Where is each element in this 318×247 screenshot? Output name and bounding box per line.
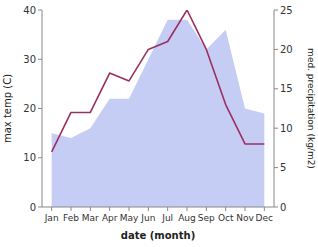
x-tick <box>264 207 265 211</box>
y2-tick <box>274 167 278 168</box>
x-tick <box>109 207 110 211</box>
y-axis-label: max temp (C) <box>2 74 13 143</box>
x-tick <box>129 207 130 211</box>
y-tick <box>38 157 42 158</box>
y2-tick-label: 10 <box>280 123 293 134</box>
x-axis-line <box>42 207 274 208</box>
chart-container: 0 10 20 30 40 0 5 10 15 20 25 Jan FebMarAprMayJun Jul… <box>0 0 318 247</box>
x-tick <box>167 207 168 211</box>
x-tick-label: Jun <box>140 213 155 223</box>
y2-tick <box>274 128 278 129</box>
y2-axis-line <box>274 10 275 207</box>
y2-tick-label: 20 <box>280 44 293 55</box>
y-tick-label: 0 <box>30 202 36 213</box>
x-tick-label: Aug <box>178 213 196 223</box>
y2-tick-label: 25 <box>280 5 293 16</box>
y2-tick <box>274 10 278 11</box>
x-tick-label: Jul <box>161 213 173 223</box>
x-tick-label: Dec <box>256 213 273 223</box>
y2-tick <box>274 207 278 208</box>
y2-tick <box>274 49 278 50</box>
y2-tick-label: 5 <box>280 162 286 173</box>
y-tick <box>38 10 42 11</box>
y2-tick <box>274 88 278 89</box>
y-tick-label: 20 <box>23 103 36 114</box>
y-tick <box>38 59 42 60</box>
line <box>52 10 265 152</box>
x-tick-label: May <box>120 213 139 223</box>
y-tick <box>38 207 42 208</box>
x-tick <box>90 207 91 211</box>
x-tick <box>206 207 207 211</box>
x-tick-label: Feb <box>63 213 79 223</box>
y-tick-label: 30 <box>23 54 36 65</box>
x-tick-label: Jan <box>44 213 59 223</box>
x-tick-label: Oct <box>218 213 234 223</box>
x-tick-label: Mar <box>82 213 99 223</box>
y2-tick-label: 0 <box>280 202 286 213</box>
y-tick-label: 10 <box>23 152 36 163</box>
y-tick <box>38 108 42 109</box>
y-tick-label: 40 <box>23 5 36 16</box>
x-tick <box>225 207 226 211</box>
area <box>52 20 265 207</box>
x-tick <box>187 207 188 211</box>
plot-area <box>52 10 265 207</box>
x-tick <box>51 207 52 211</box>
y2-tick-label: 15 <box>280 83 293 94</box>
x-tick-label: Sep <box>198 213 215 223</box>
x-tick <box>71 207 72 211</box>
x-axis-label: date (month) <box>121 230 195 241</box>
x-tick <box>148 207 149 211</box>
x-tick <box>245 207 246 211</box>
y2-axis-label: med. precipitation (kg/m2) <box>306 48 316 169</box>
x-tick-label: Apr <box>102 213 118 223</box>
chart: 0 10 20 30 40 0 5 10 15 20 25 Jan FebMarAprMayJun Jul… <box>0 0 318 247</box>
x-tick-label: Nov <box>236 213 254 223</box>
